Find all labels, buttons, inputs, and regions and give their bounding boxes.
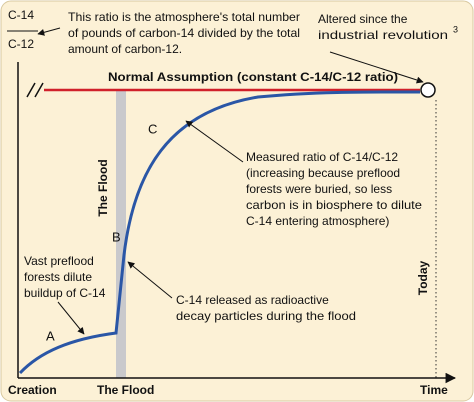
note-line: carbon is in biosphere to dilute <box>246 198 422 212</box>
measured-curve <box>18 90 421 375</box>
note-line: forests were buried, so less <box>246 182 392 196</box>
note-line: industrial revolution <box>318 28 448 42</box>
point-label: C <box>148 121 157 136</box>
today-label: Today <box>416 260 430 295</box>
note-line: forests dilute <box>24 270 92 284</box>
note-line: Vast preflood <box>24 254 94 268</box>
note-line: Altered since the <box>318 12 408 26</box>
note-line: Measured ratio of C-14/C-12 <box>246 150 398 164</box>
point-label: A <box>46 328 55 343</box>
x-label: The Flood <box>97 383 154 397</box>
note-line: C-14 released as radioactive <box>176 293 329 307</box>
normal-assumption: Normal Assumption (constant C-14/C-12 ra… <box>108 70 398 84</box>
note-line: (increasing because preflood <box>246 166 400 180</box>
x-label: Time <box>420 383 448 397</box>
arrow <box>37 27 61 36</box>
break-mark <box>26 82 44 98</box>
arrow <box>329 51 424 84</box>
y-label: C-12 <box>8 37 34 51</box>
note-line: decay particles during the flood <box>176 309 356 323</box>
superscript: 3 <box>453 24 458 34</box>
today-circle <box>420 82 436 98</box>
note-line: C-14 entering atmosphere) <box>246 214 389 228</box>
y-label: C-14 <box>8 8 34 22</box>
flood-band <box>116 90 126 378</box>
arrow <box>127 261 173 299</box>
flood-band-label: The Flood <box>96 159 110 216</box>
note-line: of pounds of carbon-14 divided by the to… <box>68 26 300 40</box>
note-line: amount of carbon-12. <box>68 42 182 56</box>
note-line: buildup of C-14 <box>24 286 106 300</box>
point-label: B <box>112 229 121 244</box>
note-line: This ratio is the atmosphere's total num… <box>68 10 300 24</box>
x-label: Creation <box>8 383 57 397</box>
arrow <box>185 120 244 163</box>
arrow <box>57 301 85 335</box>
